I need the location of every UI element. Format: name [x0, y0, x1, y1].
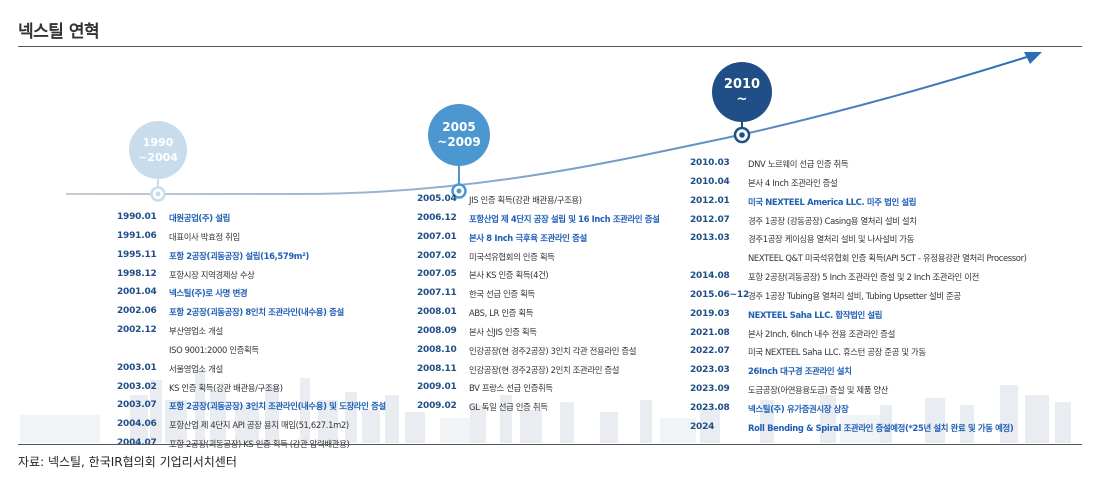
history-date: 2007.05	[417, 269, 457, 280]
history-event: 서울영업소 개설	[169, 363, 223, 374]
history-event: NEXTEEL Q&T 미국석유협회 인증 획득(API 5CT - 유정용강관…	[748, 253, 1027, 264]
page-title: 넥스틸 연혁	[18, 22, 100, 42]
history-date: 2002.06	[117, 306, 157, 317]
history-event: 넥스틸(주)로 사명 변경	[169, 288, 248, 299]
history-date: 2002.12	[117, 325, 157, 336]
history-event: NEXTEEL Saha LLC. 합작법인 설립	[748, 309, 883, 320]
history-event: 본사 8 Inch 극후육 조관라인 증설	[469, 232, 587, 243]
period-bubble-2005-2009: 2005 ~2009	[428, 104, 490, 166]
history-date: 1991.06	[117, 230, 157, 241]
history-date: 2023.08	[690, 402, 730, 413]
history-event: 한국 선급 인증 획득	[469, 289, 535, 300]
history-date: 2003.01	[117, 362, 157, 373]
history-event: 경주 1공장 (강동공장) Casing용 열처리 설비 설치	[748, 215, 917, 226]
history-event: 경주1공장 케이싱용 열처리 설비 및 나사설비 가동	[748, 234, 914, 245]
title-divider	[18, 46, 1082, 47]
history-date: 2007.02	[417, 250, 457, 261]
history-date: 2008.09	[417, 325, 457, 336]
period-bubble-line1: 2005	[442, 120, 476, 134]
history-date: 2010.04	[690, 176, 730, 187]
history-event: KS 인증 획득(강관 배관용/구조용)	[169, 382, 283, 393]
history-date: 2023.03	[690, 365, 730, 376]
history-event: 경주 1공장 Tubing용 열처리 설비, Tubing Upsetter 설…	[748, 290, 961, 301]
history-event: 미국 NEXTEEL Saha LLC. 휴스턴 공장 준공 및 가동	[748, 347, 926, 358]
source-note: 자료: 넥스틸, 한국IR협의회 기업리서치센터	[18, 455, 237, 469]
history-event: 포항시장 지역경제상 수상	[169, 269, 255, 280]
period-bubble-line1: 2010	[723, 77, 761, 92]
history-event: 포항산업 제 4단지 공장 설립 및 16 Inch 조관라인 증설	[469, 213, 660, 224]
history-date: 2014.08	[690, 271, 730, 282]
history-event: 포항 2공장(괴동공장) 5 Inch 조관라인 증설 및 2 Inch 조관라…	[748, 272, 979, 283]
history-event: 넥스틸(주) 유가증권시장 상장	[748, 403, 849, 414]
history-date: 2001.04	[117, 287, 157, 298]
history-date: 2009.01	[417, 382, 457, 393]
period-bubble-line2: ~	[736, 92, 748, 107]
history-event: 본사 2Inch, 6Inch 내수 전용 조관라인 증설	[748, 328, 895, 339]
history-event: GL 독일 선급 인증 취득	[469, 402, 548, 413]
history-event: 미국석유협회의 인증 획득	[469, 251, 555, 262]
history-date: 2003.02	[117, 381, 157, 392]
period-bubble-line2: ~2004	[138, 151, 178, 164]
history-date: 2010.03	[690, 158, 730, 168]
history-event: 도금공장(아연용융도금) 증설 및 제품 양산	[748, 385, 889, 396]
history-date: 2009.02	[417, 401, 457, 412]
curve-arrow-head	[1024, 52, 1042, 64]
history-event: 본사 신JIS 인증 획득	[469, 326, 537, 337]
history-date: 2013.03	[690, 233, 730, 244]
history-date: 2007.01	[417, 231, 457, 242]
history-event: 부산영업소 개설	[169, 326, 223, 337]
history-event: 포항 2공장(괴동공장) 8인치 조관라인(내수용) 증설	[169, 307, 344, 318]
history-date: 2005.04	[417, 194, 457, 204]
history-date: 1990.01	[117, 212, 157, 222]
history-date: 2006.12	[417, 212, 457, 223]
period-bubble-line1: 1990	[142, 136, 174, 149]
history-date: 2024	[690, 421, 715, 432]
history-event: 포항산업 제 4단지 API 공장 용지 매입(51,627.1m2)	[169, 420, 349, 431]
history-event: 대표이사 박효정 취임	[169, 231, 240, 242]
marker-2005	[451, 183, 467, 199]
history-date: 1995.11	[117, 249, 157, 260]
history-date: 2022.07	[690, 346, 730, 357]
history-date: 2019.03	[690, 308, 730, 319]
history-date: 2008.10	[417, 344, 457, 355]
history-event: Roll Bending & Spiral 조관라인 증설예정(*25년 설치 …	[748, 422, 1014, 433]
bottom-divider	[18, 444, 1082, 445]
history-date: 2008.01	[417, 307, 457, 318]
history-date: 2003.07	[117, 400, 157, 411]
marker-2010	[733, 126, 751, 144]
history-event: 대원공업(주) 설립	[169, 213, 231, 223]
history-event: 26Inch 대구경 조관라인 설치	[748, 366, 852, 377]
growth-curve-line	[66, 55, 1031, 195]
history-date: 2023.09	[690, 384, 730, 395]
history-date: 2021.08	[690, 327, 730, 338]
history-date: 2004.06	[117, 419, 157, 430]
period-bubble-line2: ~2009	[437, 135, 481, 149]
period-bubble-1990-2004: 1990 ~2004	[129, 121, 187, 179]
history-event: 포항 2공장(괴동공장) 3인치 조관라인(내수용) 및 도장라인 증설	[169, 401, 386, 412]
history-date: 2007.11	[417, 288, 457, 299]
history-date: 2004.07	[117, 438, 165, 448]
history-event: BV 프랑스 선급 인증취득	[469, 383, 553, 394]
history-date: 2012.01	[690, 195, 730, 206]
period-bubble-2010-present: 2010 ~	[712, 62, 772, 122]
marker-1990	[150, 186, 166, 202]
history-date: 2008.11	[417, 363, 457, 374]
history-event: ABS, LR 인증 획득	[469, 308, 534, 319]
history-date: 2012.07	[690, 214, 730, 225]
history-event: 본사 KS 인증 획득(4건)	[469, 270, 549, 281]
history-date: 2015.06~12	[690, 289, 750, 300]
history-event: 인강공장(현 경주2공장) 2인치 조관라인 증설	[469, 364, 620, 375]
history-event: 포항 2공장(괴동공장) 설립(16,579m²)	[169, 250, 309, 261]
history-event: 미국 NEXTEEL America LLC. 미주 법인 설립	[748, 196, 917, 207]
history-date: 1998.12	[117, 268, 157, 279]
history-event: DNV 노르웨이 선급 인증 취득	[748, 159, 849, 169]
history-event: ISO 9001:2000 인증획득	[169, 344, 259, 355]
history-event: JIS 인증 획득(강관 배관용/구조용)	[469, 195, 582, 205]
history-event: 본사 4 Inch 조관라인 증설	[748, 177, 838, 188]
history-event: 인강공장(현 경주2공장) 3인치 각관 전용라인 증설	[469, 345, 637, 356]
